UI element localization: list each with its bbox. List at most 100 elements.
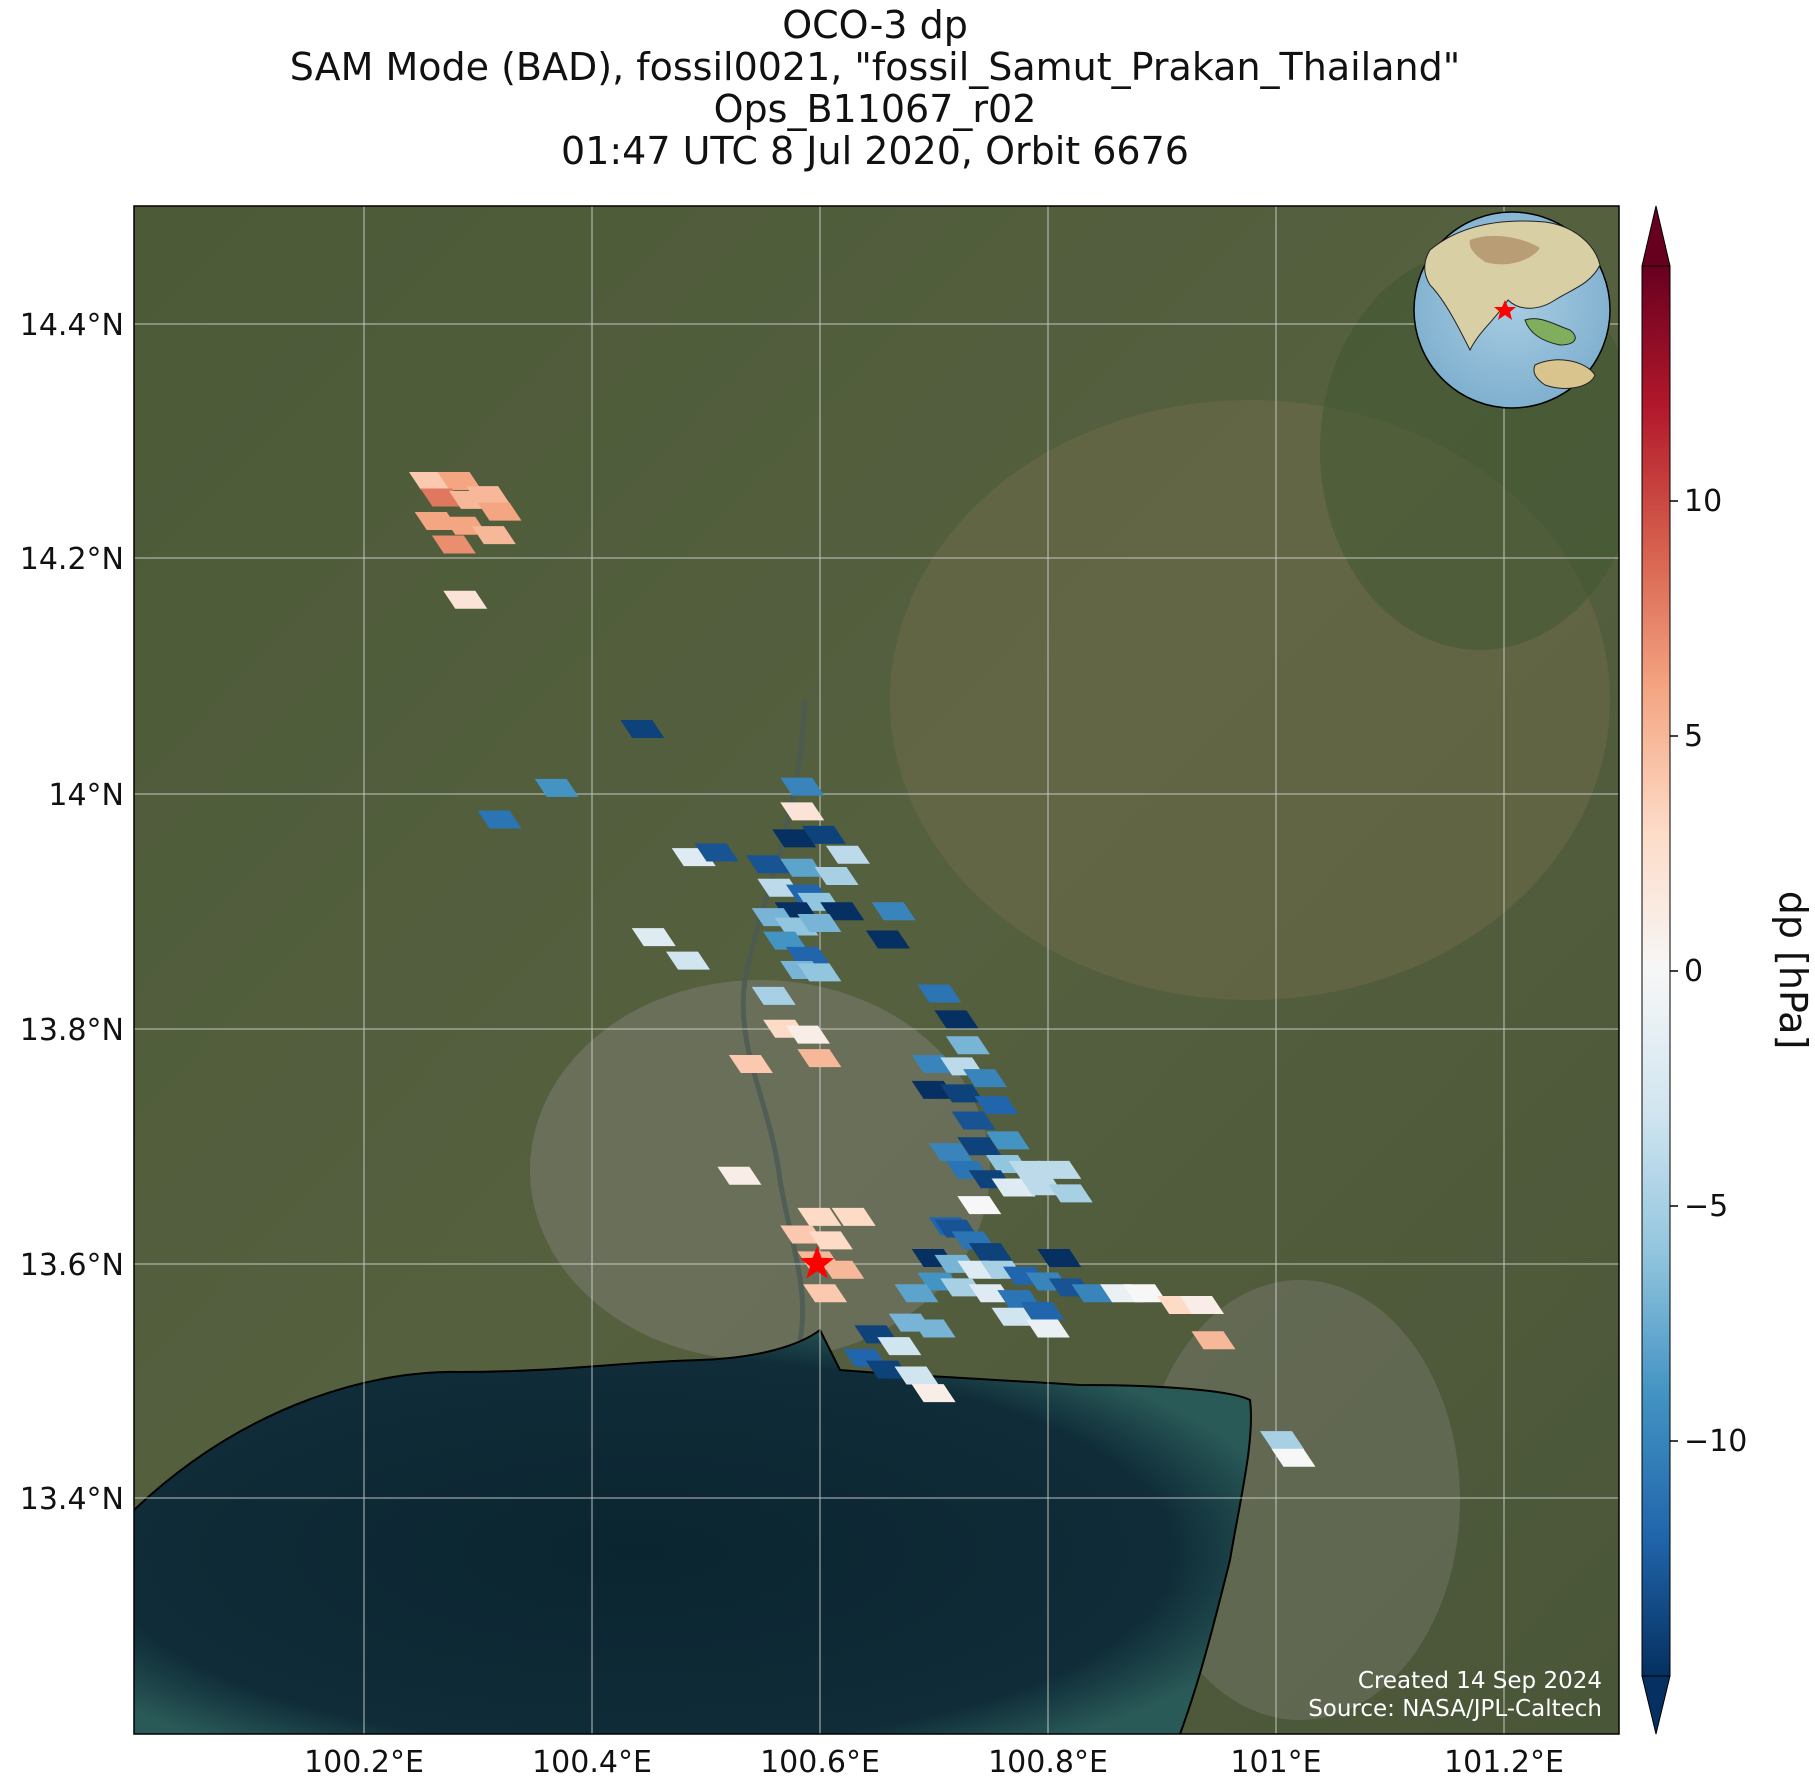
dp-footprint	[797, 963, 842, 982]
colorbar-label: dp [hPa]	[1771, 891, 1815, 1050]
colorbar-tick-label: 0	[1684, 954, 1703, 989]
dp-footprint	[865, 1360, 910, 1379]
dp-footprint	[785, 1025, 830, 1044]
dp-footprint	[831, 1207, 876, 1226]
figure-title: OCO-3 dp SAM Mode (BAD), fossil0021, "fo…	[0, 4, 1750, 172]
dp-footprint	[808, 1231, 853, 1250]
dp-footprint	[894, 1366, 939, 1385]
dp-footprint	[968, 1243, 1013, 1262]
dp-footprint	[1020, 1301, 1065, 1320]
dp-footprint	[431, 535, 476, 554]
lon-tick-101.0: 101°E	[1230, 1745, 1321, 1780]
dp-footprint	[911, 1319, 956, 1338]
colorbar-tick-label: −5	[1684, 1189, 1728, 1224]
dp-footprint	[772, 829, 817, 848]
dp-footprint	[780, 858, 825, 877]
map-frame	[133, 205, 1620, 1735]
dp-footprint	[911, 1384, 956, 1403]
lat-tick-13.8: 13.8°N	[20, 1013, 124, 1048]
dp-footprint	[877, 1337, 922, 1356]
colorbar-scale	[1641, 265, 1671, 1677]
dp-footprints	[409, 472, 1316, 1467]
inset-globe	[1413, 211, 1611, 409]
title-line-2: SAM Mode (BAD), fossil0021, "fossil_Samu…	[289, 45, 1461, 89]
created-credit: Created 14 Sep 2024	[1358, 1668, 1602, 1694]
dp-footprint	[443, 590, 488, 609]
dp-footprint	[751, 986, 796, 1005]
colorbar-tick-label: 5	[1684, 719, 1703, 754]
lat-tick-14.4: 14.4°N	[20, 308, 124, 343]
urban-area-east	[1140, 1280, 1460, 1720]
lon-tick-101.2: 101.2°E	[1444, 1745, 1564, 1780]
globe-australia	[1533, 359, 1596, 389]
dp-footprint	[940, 1084, 985, 1103]
dp-footprint	[797, 913, 842, 932]
lat-tick-labels: 14.4°N 14.2°N 14°N 13.8°N 13.6°N 13.4°N	[20, 308, 124, 1517]
dp-footprint	[917, 984, 962, 1003]
dp-footprint	[471, 526, 516, 545]
dp-footprint	[763, 931, 808, 950]
dp-footprint	[1122, 1284, 1167, 1303]
dp-footprint	[780, 1225, 825, 1244]
dp-footprint	[991, 1307, 1036, 1326]
globe-indonesia	[1524, 318, 1576, 346]
title-line-3: Ops_B11067_r02	[713, 87, 1037, 131]
dp-footprint	[820, 902, 865, 921]
lat-tick-14.2: 14.2°N	[20, 542, 124, 577]
dp-footprint	[745, 855, 790, 874]
dp-footprint	[728, 1055, 773, 1074]
dp-footprint	[780, 777, 825, 796]
dp-footprint	[780, 802, 825, 821]
lon-tick-100.2: 100.2°E	[304, 1745, 424, 1780]
dp-footprint	[797, 1207, 842, 1226]
dp-footprint	[951, 1111, 996, 1130]
dp-footprint	[1025, 1319, 1070, 1338]
urban-area	[530, 980, 990, 1360]
dp-footprint	[825, 845, 870, 864]
dp-footprint	[797, 1049, 842, 1068]
dp-footprint	[820, 1260, 865, 1279]
dp-footprint	[477, 502, 522, 521]
lon-tick-labels: 100.2°E 100.4°E 100.6°E 100.8°E 101°E 10…	[304, 1745, 1564, 1780]
dp-footprint	[803, 1284, 848, 1303]
colorbar-tick-label: 10	[1684, 484, 1722, 519]
lon-tick-100.4: 100.4°E	[532, 1745, 652, 1780]
dp-footprint	[785, 946, 830, 965]
colorbar-extend-min	[1641, 1675, 1671, 1735]
dp-footprint	[757, 878, 802, 897]
globe-asia	[1424, 220, 1601, 352]
dp-footprint	[974, 1096, 1019, 1115]
dp-footprint	[1191, 1331, 1236, 1350]
source-credit: Source: NASA/JPL-Caltech	[1308, 1696, 1602, 1722]
lat-tick-13.4: 13.4°N	[20, 1482, 124, 1517]
colorbar-ticks: 10 5 0 −5 −10	[1670, 484, 1747, 1459]
globe-himalaya	[1469, 235, 1540, 265]
dp-footprint	[1180, 1295, 1225, 1314]
dp-footprint	[985, 1131, 1030, 1150]
dp-footprint	[865, 930, 910, 949]
dp-footprint	[1260, 1431, 1305, 1450]
dp-footprint	[631, 928, 676, 947]
lat-tick-14.0: 14°N	[48, 778, 124, 813]
dp-footprint	[871, 902, 916, 921]
dp-footprint	[620, 720, 665, 739]
dp-footprint	[957, 1196, 1002, 1215]
dp-footprint	[717, 1166, 762, 1185]
title-line-1: OCO-3 dp	[782, 3, 968, 47]
dp-footprint	[666, 951, 711, 970]
target-star-icon	[800, 1245, 835, 1279]
lon-tick-100.8: 100.8°E	[988, 1745, 1108, 1780]
dp-footprint	[1037, 1160, 1082, 1179]
dp-footprint	[957, 1137, 1002, 1156]
dp-footprint	[414, 512, 459, 531]
dp-footprint	[801, 825, 846, 844]
dp-footprint	[477, 810, 522, 829]
dp-footprint	[814, 866, 859, 885]
globe-star-icon	[1494, 300, 1516, 320]
lat-tick-13.6: 13.6°N	[20, 1248, 124, 1283]
dp-footprint	[1271, 1448, 1316, 1467]
dp-footprint	[894, 1284, 939, 1303]
gulf-of-thailand	[134, 1330, 1251, 1734]
dp-footprint	[945, 1036, 990, 1055]
